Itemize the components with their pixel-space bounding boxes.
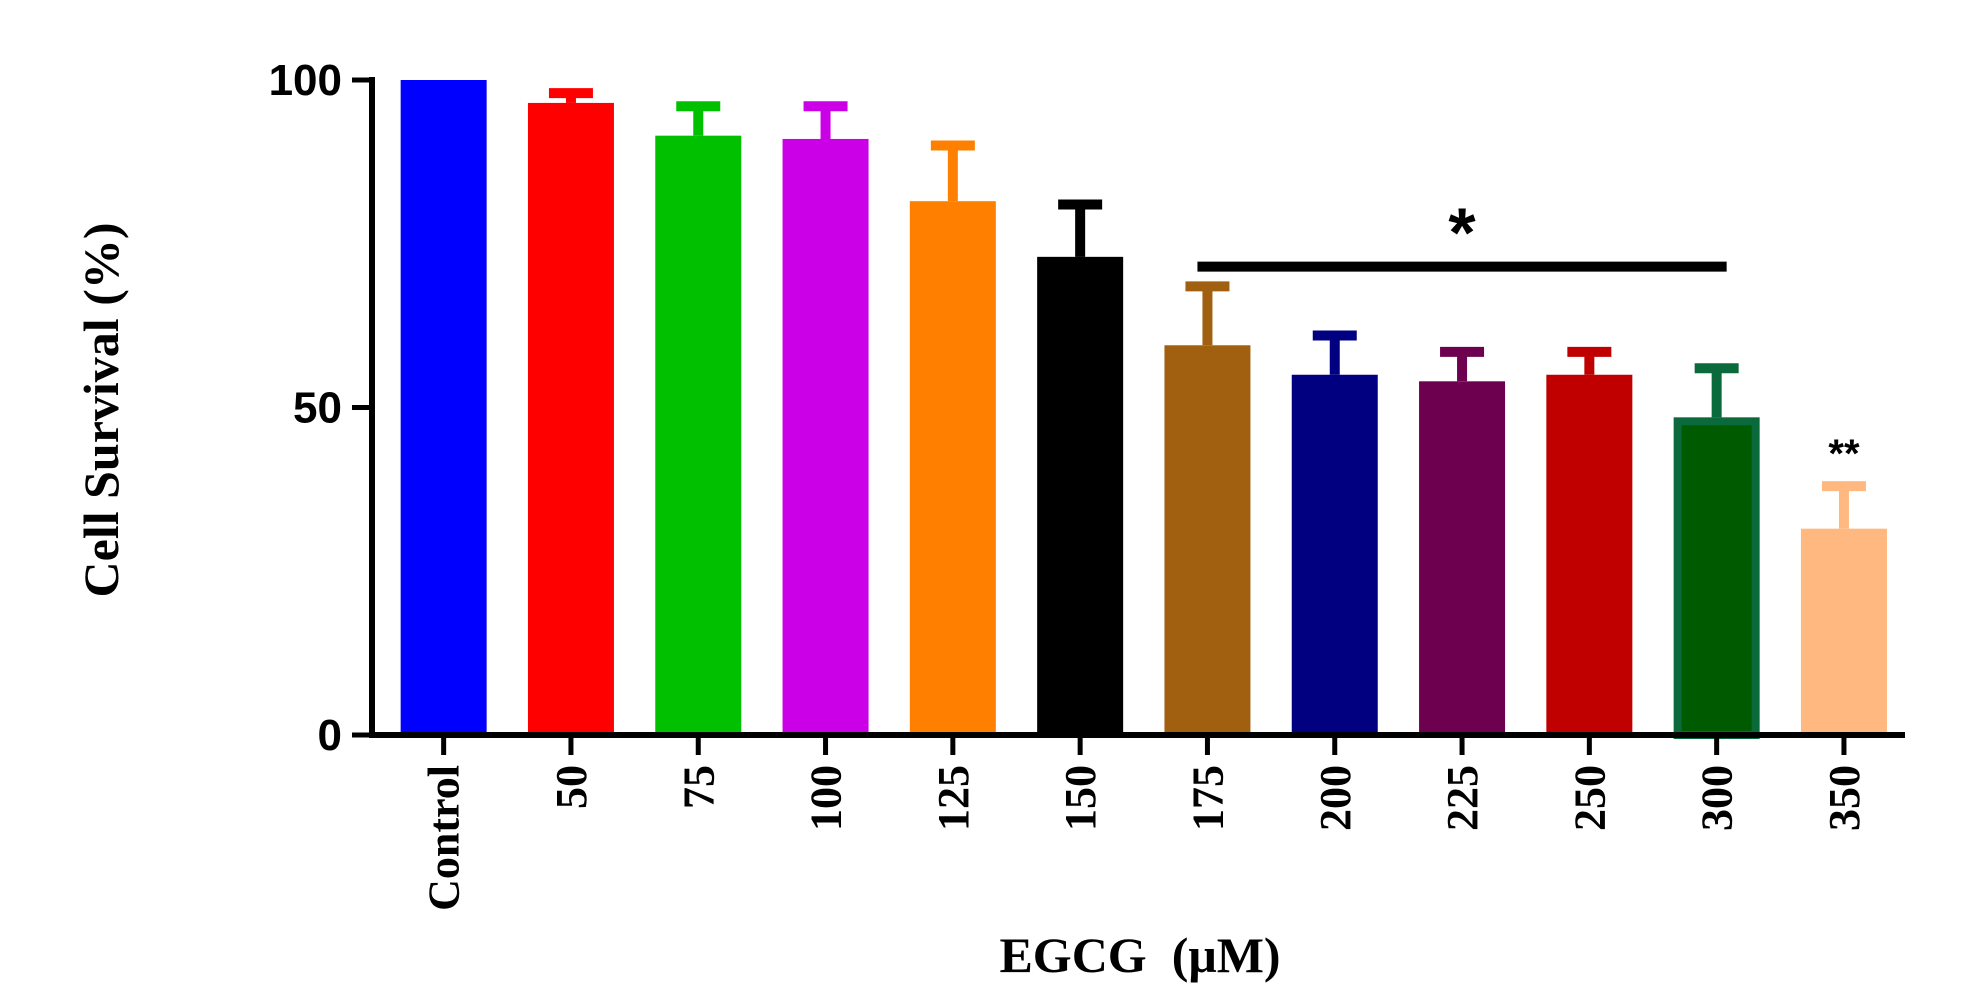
bar-100 [782,138,869,735]
bar-250 [1546,374,1633,735]
bar-175 [1164,345,1251,735]
x-tick-label: 250 [1565,765,1614,831]
y-tick-label: 0 [318,711,342,760]
bar-300 [1673,417,1760,739]
x-axis-title: EGCG (μM) [999,927,1280,983]
significance-double-star: ** [1828,432,1860,476]
x-tick-label: 50 [547,765,596,809]
bar-125 [909,201,996,736]
x-axis-ticks: Control 50 75 100 125 150 175 200 225 250 300 350 [420,735,1869,911]
y-tick-label: 100 [269,56,342,105]
x-tick-label: 300 [1693,765,1742,831]
x-tick-label: 100 [802,765,851,831]
x-tick-label: 75 [674,765,723,809]
x-tick-label: 350 [1820,765,1869,831]
significance-annotations: *** [1197,194,1860,476]
bar-75 [655,135,742,736]
y-axis-ticks: 0 50 100 [269,56,372,760]
bars-layer [400,80,1887,739]
bar-200 [1291,374,1378,735]
x-tick-label: 225 [1438,765,1487,831]
bar-150 [1037,256,1124,735]
x-tick-label: Control [420,765,469,911]
y-tick-label: 50 [293,384,342,433]
x-tick-label: 150 [1056,765,1105,831]
x-tick-label: 175 [1183,765,1232,831]
bar-50 [527,102,614,736]
x-tick-label: 200 [1311,765,1360,831]
bar-225 [1419,381,1506,735]
significance-star: * [1448,194,1476,272]
error-bars-layer [548,88,1866,529]
y-axis-title: Cell Survival (%) [73,223,129,598]
bar-control [400,80,487,735]
bar-350 [1800,528,1887,735]
x-tick-label: 125 [929,765,978,831]
